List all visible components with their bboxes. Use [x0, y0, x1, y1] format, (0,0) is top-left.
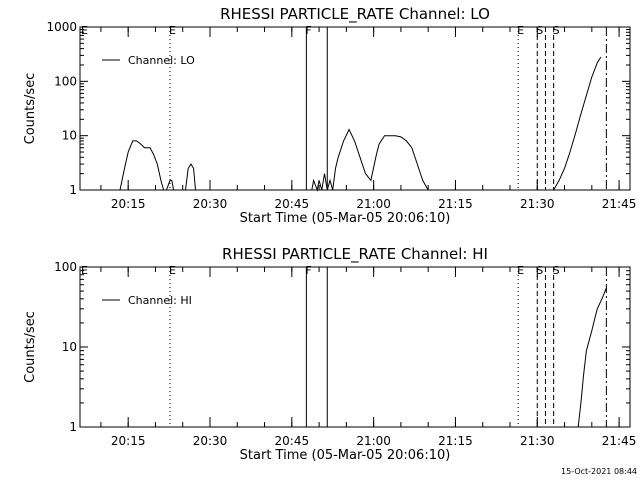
legend-label: Channel: LO	[128, 54, 195, 67]
x-tick-label: 20:45	[275, 434, 310, 448]
event-marker-label: F	[305, 264, 311, 277]
x-tick-label: 21:15	[438, 197, 473, 211]
corner-marker-label: E	[81, 24, 88, 37]
x-tick-label: 21:00	[356, 197, 391, 211]
x-tick-label: 21:30	[520, 197, 555, 211]
y-tick-label: 1000	[46, 20, 77, 34]
event-marker-label: E	[517, 264, 524, 277]
x-tick-label: 20:30	[193, 434, 228, 448]
y-tick-label: 100	[54, 260, 77, 274]
y-tick-label: 1	[69, 183, 77, 197]
x-axis-label: Start Time (05-Mar-05 20:06:10)	[240, 448, 451, 463]
event-marker-label: S	[553, 24, 560, 37]
y-tick-label: 10	[62, 129, 77, 143]
x-tick-label: 20:45	[275, 197, 310, 211]
plot-frame	[79, 26, 631, 191]
event-marker-label: E	[517, 24, 524, 37]
y-axis-label: Counts/sec	[23, 73, 38, 145]
y-tick-label: 10	[62, 340, 77, 354]
y-tick-label: 100	[54, 74, 77, 88]
x-tick-label: 20:15	[111, 197, 146, 211]
event-marker-label: E	[169, 24, 176, 37]
x-tick-label: 21:15	[438, 434, 473, 448]
series-line	[119, 56, 602, 192]
x-tick-label: 21:30	[520, 434, 555, 448]
panel-hi: RHESSI PARTICLE_RATE Channel: HI 1 10 100 20…	[23, 245, 636, 463]
event-marker-label: S	[553, 264, 560, 277]
chart-title: RHESSI PARTICLE_RATE Channel: HI	[222, 245, 488, 264]
series-line	[577, 287, 607, 428]
x-tick-label: 20:30	[193, 197, 228, 211]
event-marker-label: S	[536, 24, 543, 37]
x-tick-label: 21:00	[356, 434, 391, 448]
x-tick-label: 21:45	[602, 197, 637, 211]
event-marker-label: F	[305, 24, 311, 37]
legend-label: Channel: HI	[128, 294, 192, 307]
corner-marker-label: E	[81, 264, 88, 277]
chart-title: RHESSI PARTICLE_RATE Channel: LO	[220, 5, 490, 24]
footer-timestamp: 15-Oct-2021 08:44	[561, 467, 637, 476]
y-axis-label: Counts/sec	[23, 311, 38, 383]
panel-lo: RHESSI PARTICLE_RATE Channel: LO 1 10 100 10…	[23, 5, 636, 226]
event-marker-label: E	[169, 264, 176, 277]
plot-frame	[79, 266, 631, 428]
event-marker-label: S	[536, 264, 543, 277]
x-tick-label: 21:45	[602, 434, 637, 448]
y-tick-label: 1	[69, 420, 77, 434]
x-tick-label: 20:15	[111, 434, 146, 448]
x-axis-label: Start Time (05-Mar-05 20:06:10)	[240, 211, 451, 226]
